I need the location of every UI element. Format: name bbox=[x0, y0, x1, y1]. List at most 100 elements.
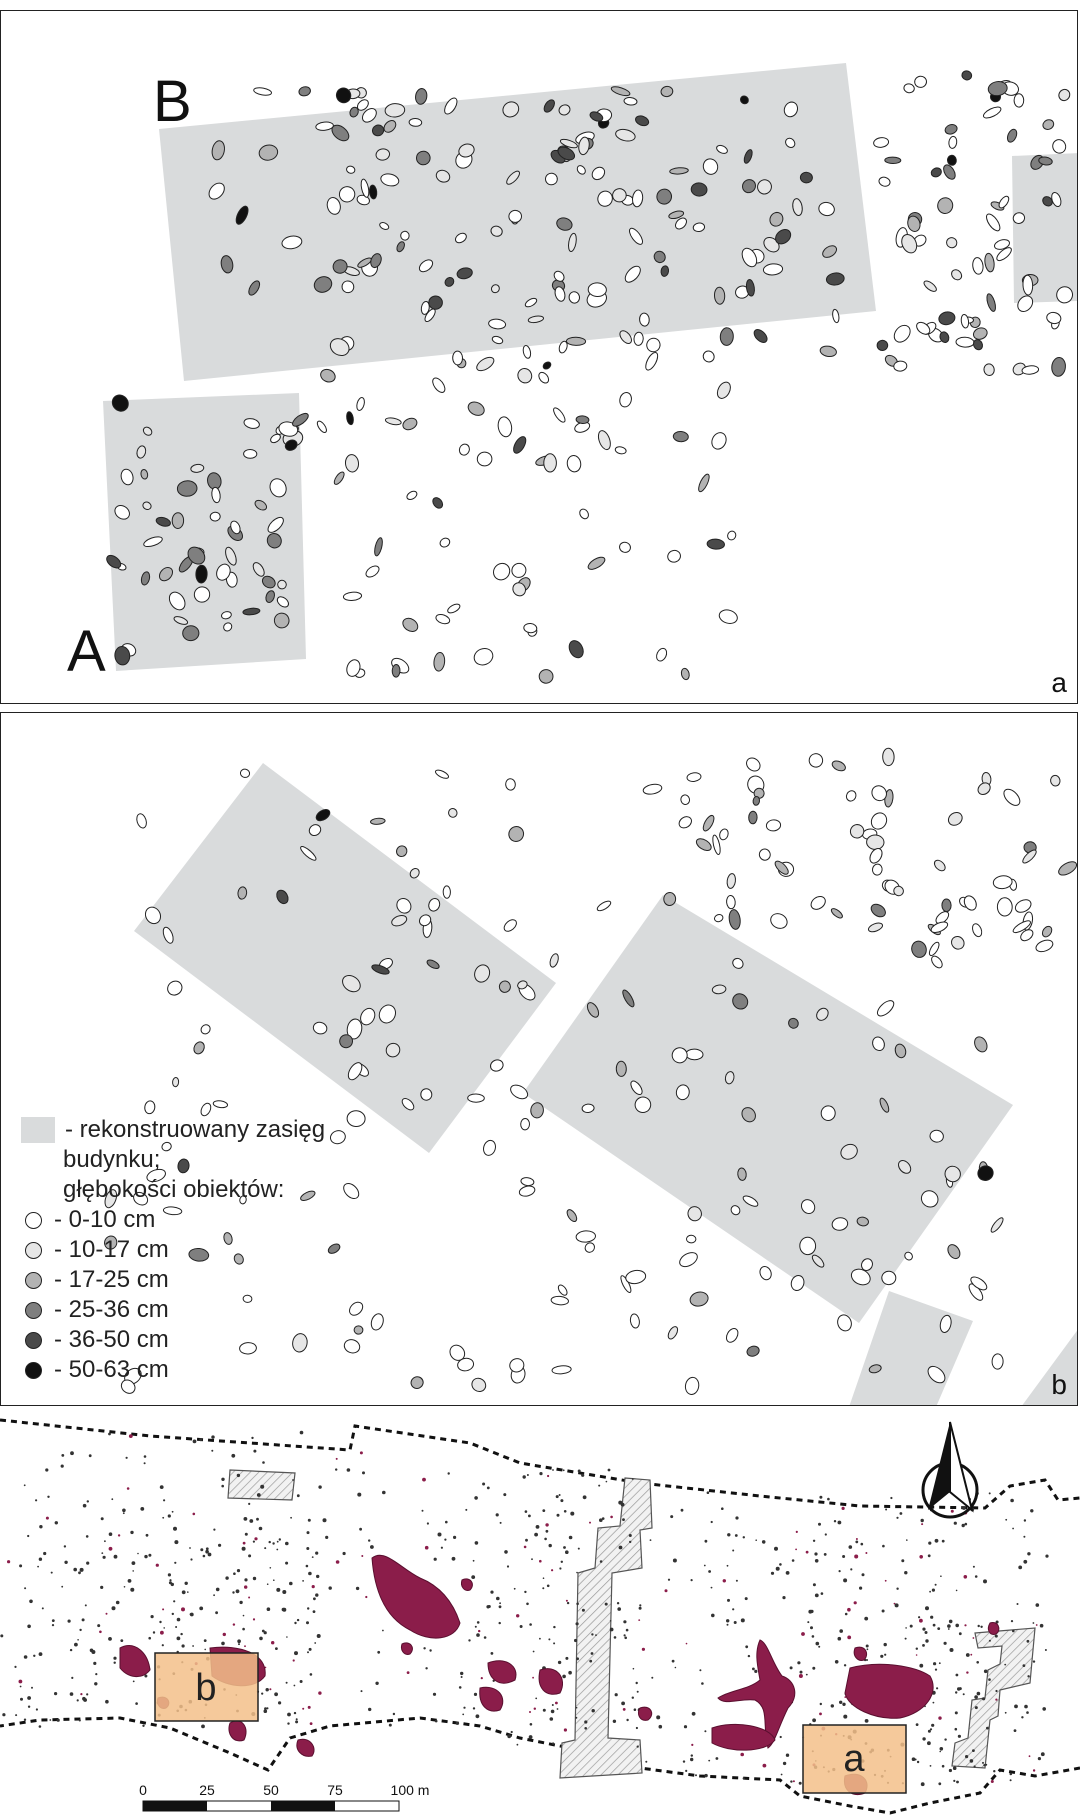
pit-feature bbox=[342, 591, 363, 601]
small-feature bbox=[529, 1711, 531, 1713]
small-feature bbox=[812, 1539, 816, 1542]
pit-feature bbox=[1021, 365, 1040, 375]
pit-feature bbox=[990, 1217, 1004, 1233]
small-feature bbox=[242, 1614, 245, 1617]
small-feature bbox=[625, 1628, 629, 1632]
small-feature bbox=[939, 1747, 944, 1751]
small-feature bbox=[792, 1780, 795, 1783]
pit-feature bbox=[732, 993, 749, 1010]
small-feature bbox=[866, 1648, 869, 1651]
small-feature bbox=[626, 1718, 629, 1722]
small-feature bbox=[69, 1648, 73, 1652]
small-feature bbox=[440, 1546, 443, 1549]
small-feature bbox=[708, 1759, 711, 1762]
small-feature bbox=[1022, 1664, 1026, 1667]
small-feature bbox=[563, 1728, 568, 1732]
small-feature bbox=[562, 1674, 566, 1679]
pit-feature bbox=[575, 415, 590, 425]
small-feature bbox=[562, 1469, 565, 1472]
small-feature bbox=[819, 1712, 822, 1716]
small-feature bbox=[275, 1647, 278, 1650]
pit-feature bbox=[845, 790, 857, 802]
legend-class-label: - 17-25 cm bbox=[54, 1266, 169, 1293]
small-feature bbox=[239, 1600, 243, 1605]
pit-feature bbox=[816, 1007, 829, 1021]
small-feature bbox=[120, 1639, 124, 1642]
small-feature bbox=[830, 1704, 834, 1708]
small-feature bbox=[335, 1457, 338, 1460]
small-feature bbox=[322, 1518, 327, 1523]
small-feature bbox=[555, 1701, 558, 1705]
small-feature bbox=[931, 1723, 935, 1727]
pit-feature bbox=[692, 222, 706, 233]
small-feature bbox=[285, 1681, 288, 1684]
small-feature bbox=[691, 1711, 696, 1716]
small-feature bbox=[549, 1717, 554, 1721]
small-feature bbox=[524, 1510, 528, 1513]
small-feature bbox=[1023, 1559, 1028, 1564]
small-feature bbox=[108, 1432, 111, 1436]
small-feature bbox=[60, 1464, 64, 1468]
small-feature bbox=[977, 1624, 980, 1628]
pit-feature bbox=[870, 812, 888, 830]
pit-feature bbox=[1056, 286, 1074, 304]
legend-class-label: - 36-50 cm bbox=[54, 1326, 169, 1353]
small-feature bbox=[732, 1549, 735, 1552]
small-feature bbox=[899, 1512, 903, 1515]
small-feature bbox=[604, 1602, 608, 1606]
small-feature bbox=[754, 1669, 758, 1673]
pit-feature bbox=[542, 361, 552, 370]
small-feature bbox=[215, 1587, 220, 1592]
small-feature bbox=[261, 1629, 265, 1633]
small-feature bbox=[733, 1621, 737, 1624]
small-feature bbox=[80, 1693, 83, 1696]
pit-feature bbox=[939, 331, 950, 343]
pit-feature bbox=[714, 913, 724, 923]
small-feature bbox=[264, 1547, 267, 1550]
small-feature bbox=[961, 1523, 965, 1528]
pit-feature bbox=[743, 149, 753, 164]
pit-feature bbox=[211, 140, 225, 161]
pit-feature bbox=[746, 1345, 760, 1357]
small-feature bbox=[1012, 1527, 1014, 1530]
small-feature bbox=[159, 1620, 162, 1624]
small-feature bbox=[623, 1620, 627, 1624]
pit-feature bbox=[506, 170, 520, 185]
small-feature bbox=[39, 1525, 43, 1529]
small-feature bbox=[202, 1554, 206, 1558]
pit-feature bbox=[820, 1105, 836, 1121]
small-feature bbox=[308, 1571, 312, 1576]
pit-feature bbox=[276, 596, 289, 608]
pit-feature bbox=[882, 747, 895, 767]
small-feature bbox=[798, 1674, 803, 1678]
small-feature bbox=[1026, 1639, 1030, 1643]
pit-feature bbox=[939, 1314, 952, 1333]
small-feature bbox=[307, 1607, 310, 1610]
small-feature bbox=[472, 1707, 476, 1710]
small-feature bbox=[437, 1532, 442, 1537]
pit-feature bbox=[216, 563, 231, 581]
pit-feature bbox=[719, 327, 734, 346]
small-feature bbox=[934, 1583, 937, 1586]
pit-feature bbox=[927, 1365, 946, 1384]
pit-feature bbox=[408, 117, 423, 127]
pit-feature bbox=[1003, 788, 1021, 806]
pit-feature bbox=[300, 1190, 316, 1201]
small-feature bbox=[472, 1559, 475, 1562]
small-feature bbox=[955, 1623, 959, 1628]
pit-feature bbox=[505, 778, 516, 791]
small-feature bbox=[1026, 1711, 1029, 1714]
small-feature bbox=[605, 1480, 608, 1483]
small-feature bbox=[111, 1498, 114, 1501]
small-feature bbox=[534, 1532, 538, 1537]
feature-cluster bbox=[119, 1645, 151, 1677]
pit-feature bbox=[243, 418, 260, 429]
small-feature bbox=[295, 1720, 299, 1724]
small-feature bbox=[844, 1612, 848, 1616]
feature-cluster bbox=[844, 1663, 934, 1719]
small-feature bbox=[79, 1628, 82, 1632]
legend-class-row: - 36-50 cm bbox=[21, 1325, 381, 1355]
small-feature bbox=[819, 1495, 823, 1499]
small-feature bbox=[932, 1623, 936, 1627]
small-feature bbox=[244, 1645, 246, 1648]
